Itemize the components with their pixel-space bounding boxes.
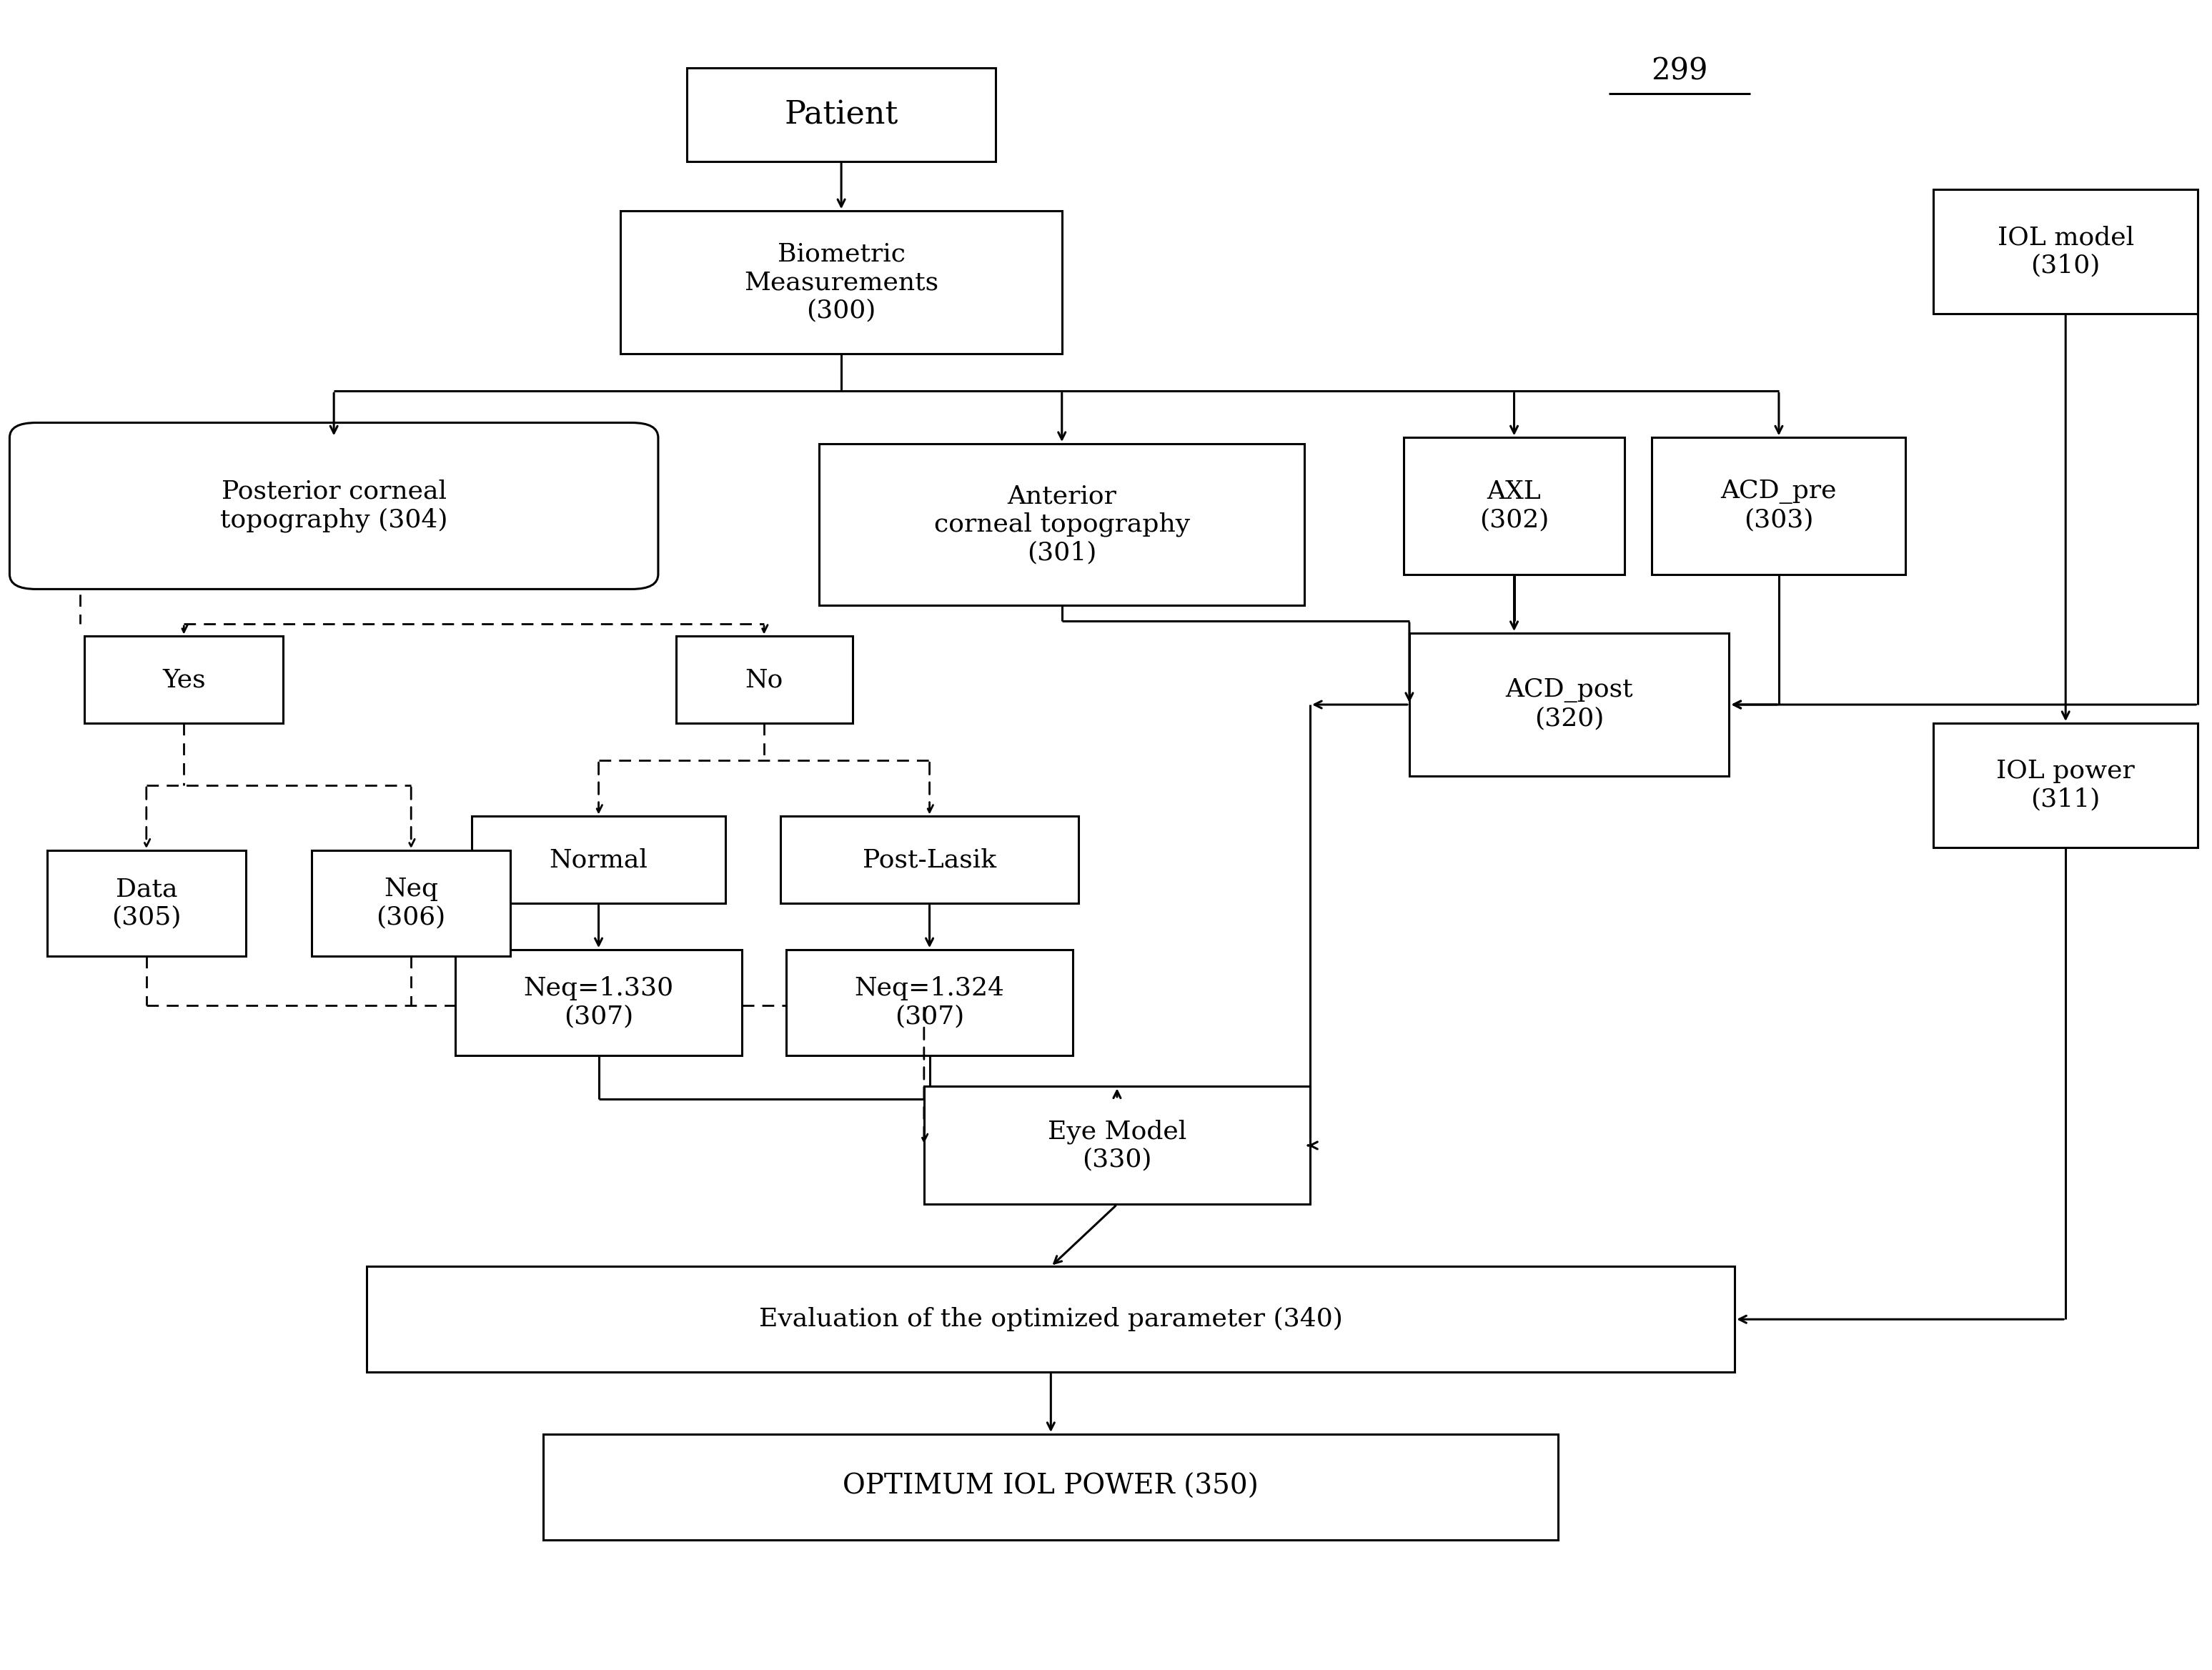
Text: AXL
(302): AXL (302) (1480, 479, 1548, 533)
FancyBboxPatch shape (312, 850, 511, 957)
Text: Neq
(306): Neq (306) (376, 877, 447, 930)
FancyBboxPatch shape (781, 817, 1079, 903)
Text: IOL power
(311): IOL power (311) (1997, 760, 2135, 812)
Text: Neq=1.330
(307): Neq=1.330 (307) (524, 977, 675, 1029)
Text: OPTIMUM IOL POWER (350): OPTIMUM IOL POWER (350) (843, 1473, 1259, 1500)
FancyBboxPatch shape (9, 423, 659, 590)
FancyBboxPatch shape (785, 950, 1073, 1055)
FancyBboxPatch shape (1933, 723, 2199, 847)
Text: Evaluation of the optimized parameter (340): Evaluation of the optimized parameter (3… (759, 1308, 1343, 1331)
FancyBboxPatch shape (456, 950, 741, 1055)
Text: Patient: Patient (785, 99, 898, 130)
FancyBboxPatch shape (471, 817, 726, 903)
FancyBboxPatch shape (925, 1087, 1310, 1204)
FancyBboxPatch shape (818, 444, 1305, 605)
Text: Yes: Yes (161, 668, 206, 691)
Text: IOL model
(310): IOL model (310) (1997, 225, 2135, 277)
FancyBboxPatch shape (544, 1435, 1557, 1540)
FancyBboxPatch shape (622, 210, 1062, 354)
Text: ACD_pre
(303): ACD_pre (303) (1721, 479, 1836, 533)
FancyBboxPatch shape (1409, 633, 1730, 777)
FancyBboxPatch shape (677, 636, 852, 723)
Text: Neq=1.324
(307): Neq=1.324 (307) (854, 977, 1004, 1029)
Text: Post-Lasik: Post-Lasik (863, 848, 995, 872)
Text: Anterior
corneal topography
(301): Anterior corneal topography (301) (933, 484, 1190, 564)
Text: Biometric
Measurements
(300): Biometric Measurements (300) (743, 242, 938, 322)
FancyBboxPatch shape (688, 68, 995, 162)
Text: Posterior corneal
topography (304): Posterior corneal topography (304) (219, 479, 447, 533)
FancyBboxPatch shape (84, 636, 283, 723)
FancyBboxPatch shape (1405, 438, 1624, 574)
Text: ACD_post
(320): ACD_post (320) (1506, 678, 1632, 731)
FancyBboxPatch shape (46, 850, 246, 957)
FancyBboxPatch shape (1652, 438, 1907, 574)
Text: Normal: Normal (549, 848, 648, 872)
Text: No: No (745, 668, 783, 691)
Text: Data
(305): Data (305) (111, 877, 181, 930)
FancyBboxPatch shape (367, 1266, 1734, 1373)
FancyBboxPatch shape (1933, 189, 2199, 314)
Text: Eye Model
(330): Eye Model (330) (1048, 1119, 1186, 1172)
Text: 299: 299 (1650, 57, 1708, 87)
